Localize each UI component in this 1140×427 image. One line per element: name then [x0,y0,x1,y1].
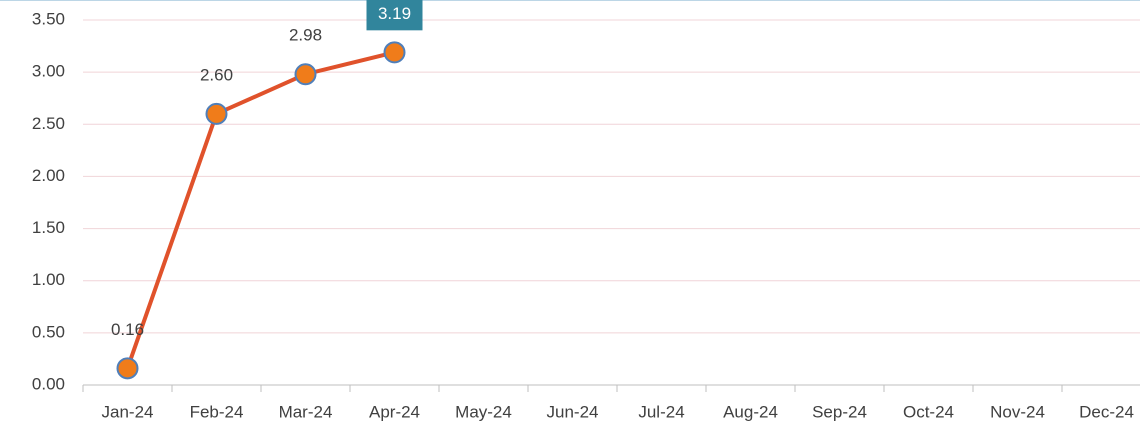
data-label: 0.16 [111,320,144,339]
x-tick-label: Aug-24 [723,402,778,421]
x-tick-label: Nov-24 [990,402,1045,421]
marker [294,63,317,86]
y-tick-label: 2.00 [32,166,65,185]
data-label: 3.19 [378,4,411,23]
y-tick-label: 3.50 [32,9,65,28]
y-tick-label: 3.00 [32,62,65,81]
y-tick-label: 2.50 [32,114,65,133]
line [125,50,395,369]
x-tick-label: Mar-24 [279,402,333,421]
x-tick-label: Jun-24 [547,402,599,421]
x-tick-label: Oct-24 [903,402,954,421]
y-tick-label: 1.00 [32,270,65,289]
data-label: 2.98 [289,26,322,45]
x-tick-label: Apr-24 [369,402,420,421]
x-tick-label: Jul-24 [638,402,684,421]
marker [116,357,139,380]
y-tick-label: 0.00 [32,374,65,393]
marker [383,41,406,64]
x-tick-label: Dec-24 [1079,402,1134,421]
data-label: 2.60 [200,65,233,84]
x-tick-label: May-24 [455,402,512,421]
x-tick-label: Feb-24 [190,402,244,421]
x-tick-label: Sep-24 [812,402,867,421]
marker [205,102,228,125]
data-label-box [366,0,423,31]
x-tick-label: Jan-24 [102,402,154,421]
y-tick-label: 0.50 [32,322,65,341]
y-tick-label: 1.50 [32,218,65,237]
